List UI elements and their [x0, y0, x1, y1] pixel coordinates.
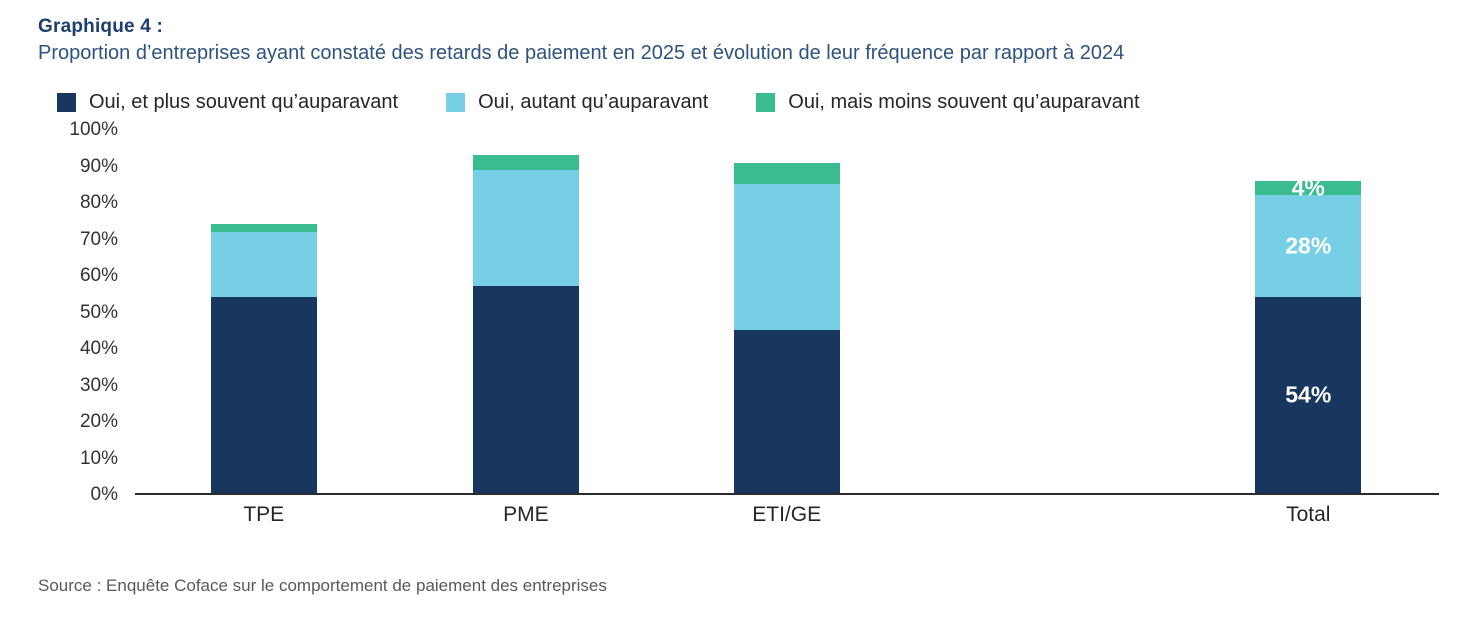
- bar-tpe: [210, 130, 317, 493]
- legend: Oui, et plus souvent qu’auparavant Oui, a…: [57, 91, 1439, 114]
- legend-label: Oui, mais moins souvent qu’auparavant: [788, 91, 1140, 113]
- bar-segment: 28%: [1255, 195, 1362, 297]
- bar-eti-ge: [733, 130, 840, 493]
- chart-subtitle: Proportion d’entreprises ayant constaté …: [38, 42, 1125, 64]
- bar-value-label: 28%: [1285, 232, 1332, 259]
- y-tick-label: 80%: [79, 192, 118, 213]
- legend-item: Oui, autant qu’auparavant: [446, 91, 708, 114]
- bar-segment: [472, 155, 579, 170]
- y-tick-label: 90%: [79, 155, 118, 177]
- bar-segment: 54%: [1255, 296, 1362, 493]
- x-axis-label: PME: [503, 503, 549, 526]
- legend-swatch-icon: [756, 93, 776, 112]
- y-tick-label: 100%: [69, 119, 118, 140]
- bar-segment: [733, 184, 840, 330]
- y-tick-label: 40%: [79, 338, 118, 359]
- y-tick-label: 70%: [79, 228, 118, 250]
- bar-segment: [472, 169, 579, 287]
- bar-segment: [733, 162, 840, 185]
- bar-segment: [733, 329, 840, 493]
- legend-swatch-icon: [446, 93, 466, 112]
- y-tick-label: 30%: [79, 374, 118, 396]
- bar-segment: [210, 224, 317, 232]
- y-tick-label: 0%: [90, 484, 118, 505]
- chart-title: Graphique 4 :: [38, 16, 164, 37]
- y-tick-label: 10%: [79, 447, 118, 469]
- bar-pme: [472, 130, 579, 493]
- bar-segment: [210, 296, 317, 493]
- y-tick-label: 60%: [79, 265, 118, 286]
- legend-item: Oui, et plus souvent qu’auparavant: [57, 91, 398, 114]
- x-axis-label: ETI/GE: [752, 503, 822, 526]
- legend-label: Oui, et plus souvent qu’auparavant: [89, 91, 399, 113]
- x-axis-label: TPE: [243, 503, 285, 526]
- legend-item: Oui, mais moins souvent qu’auparavant: [756, 91, 1140, 114]
- bar-total: 54% 28% 4%: [1255, 130, 1362, 493]
- bar-segment: [210, 231, 317, 297]
- bar-value-label: 54%: [1285, 381, 1332, 408]
- legend-label: Oui, autant qu’auparavant: [478, 91, 709, 113]
- y-axis: 100% 90% 80% 70% 60% 50% 40% 30% 20% 10% 0%: [38, 119, 118, 505]
- y-tick-label: 20%: [79, 411, 118, 432]
- bar-value-label: 4%: [1291, 174, 1325, 201]
- chart-header: Graphique 4 : Proportion d’entreprises a…: [38, 16, 1439, 65]
- x-axis-label: Total: [1286, 503, 1331, 526]
- source-note: Source : Enquête Coface sur le comportem…: [38, 576, 607, 595]
- legend-swatch-icon: [57, 93, 76, 112]
- stacked-bar-chart: 100% 90% 80% 70% 60% 50% 40% 30% 20% 10% 0% TPE PME…: [38, 119, 1439, 526]
- plot-area: TPE PME ETI/GE 54% 28% 4% Total: [135, 130, 1439, 526]
- y-tick-label: 50%: [79, 301, 118, 323]
- bar-segment: [472, 286, 579, 493]
- bar-segment: 4%: [1255, 176, 1362, 199]
